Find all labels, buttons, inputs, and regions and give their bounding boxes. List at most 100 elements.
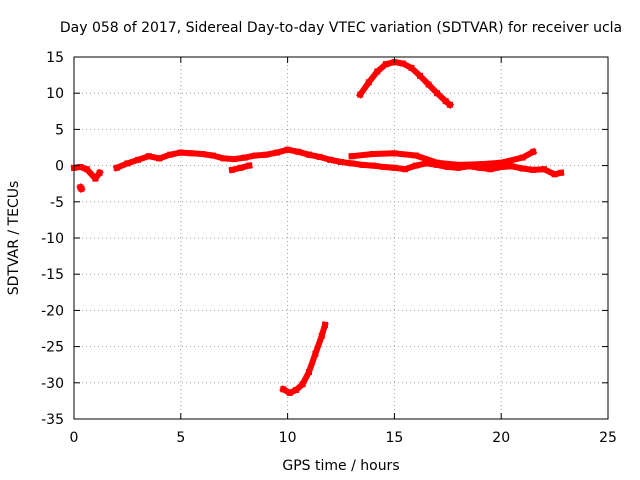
x-tick-label: 10 xyxy=(279,430,297,446)
y-tick-label: -10 xyxy=(41,231,64,247)
data-point xyxy=(476,164,483,171)
data-point xyxy=(263,151,270,158)
data-point xyxy=(519,154,526,161)
data-point xyxy=(476,161,483,168)
data-point xyxy=(322,321,328,328)
x-tick-label: 0 xyxy=(70,430,79,446)
data-point xyxy=(177,149,184,156)
chart-title: Day 058 of 2017, Sidereal Day-to-day VTE… xyxy=(60,20,622,36)
y-tick-label: -20 xyxy=(41,303,64,319)
data-point xyxy=(156,155,163,162)
data-point xyxy=(77,164,84,170)
data-point xyxy=(455,161,462,168)
data-point xyxy=(365,79,372,86)
y-tick-label: 10 xyxy=(46,86,64,102)
data-point xyxy=(327,156,334,163)
data-point xyxy=(286,389,293,396)
data-point xyxy=(551,171,558,178)
y-tick-label: -5 xyxy=(50,195,64,211)
data-point xyxy=(318,332,325,339)
data-point xyxy=(434,159,441,166)
data-point xyxy=(446,101,453,108)
data-point xyxy=(519,165,526,172)
x-tick-label: 15 xyxy=(385,430,403,446)
y-tick-label: 0 xyxy=(55,159,64,175)
data-point xyxy=(284,146,291,153)
data-point xyxy=(498,159,505,166)
data-point xyxy=(273,149,280,156)
data-point xyxy=(209,152,216,159)
data-point xyxy=(357,91,364,98)
data-point xyxy=(348,160,355,167)
data-point xyxy=(306,368,312,375)
data-point xyxy=(280,386,287,393)
y-axis-label: SDTVAR / TECUs xyxy=(6,181,22,296)
data-point xyxy=(295,148,302,155)
data-point xyxy=(96,169,103,176)
data-point xyxy=(299,381,306,388)
data-point xyxy=(412,162,419,169)
data-point xyxy=(391,164,398,171)
data-point xyxy=(83,166,90,173)
data-point xyxy=(487,166,494,173)
data-point xyxy=(444,164,451,170)
data-point xyxy=(220,155,227,162)
y-tick-label: -30 xyxy=(41,376,64,392)
data-point xyxy=(412,152,419,159)
x-tick-label: 20 xyxy=(492,430,510,446)
y-tick-label: -25 xyxy=(41,340,64,356)
data-point xyxy=(92,175,99,182)
y-tick-label: 15 xyxy=(46,50,64,66)
data-point xyxy=(374,68,381,75)
data-point xyxy=(558,169,564,176)
data-point xyxy=(391,150,398,157)
data-point xyxy=(113,164,120,171)
x-tick-label: 25 xyxy=(599,430,617,446)
data-point xyxy=(199,151,206,157)
data-point xyxy=(241,154,248,161)
data-point xyxy=(237,164,244,171)
data-point xyxy=(417,72,423,79)
data-point xyxy=(442,98,449,105)
data-point xyxy=(145,153,152,160)
data-point xyxy=(167,151,174,158)
data-point xyxy=(530,166,537,173)
data-point xyxy=(498,164,505,170)
y-tick-label: -35 xyxy=(41,412,64,428)
data-point xyxy=(530,148,537,155)
data-point xyxy=(306,151,312,158)
data-point xyxy=(423,160,430,167)
data-point xyxy=(382,61,389,68)
data-point xyxy=(338,159,344,165)
x-tick-label: 5 xyxy=(176,430,185,446)
data-point xyxy=(370,162,376,169)
grid-lines xyxy=(74,57,608,419)
data-point xyxy=(78,185,85,192)
y-tick-label: -15 xyxy=(41,267,64,283)
data-point xyxy=(229,166,236,173)
data-point xyxy=(231,156,238,163)
data-point xyxy=(348,153,355,160)
data-point xyxy=(252,152,259,159)
y-tick-label: 5 xyxy=(55,122,64,138)
x-axis-label: GPS time / hours xyxy=(282,458,399,474)
axis-ticks: 0 5 10 15 20 25 -35 -30 -25 -20 -15 -10 -5 0 5 10 15 xyxy=(41,50,617,446)
data-point xyxy=(370,151,376,157)
data-point xyxy=(434,90,441,97)
data-point xyxy=(408,64,415,71)
series-seg-f xyxy=(348,147,538,168)
data-point xyxy=(135,156,142,163)
data-point xyxy=(508,163,515,170)
data-point xyxy=(188,150,195,157)
data-point xyxy=(246,162,253,169)
data-point xyxy=(293,387,300,393)
data-point xyxy=(402,166,409,173)
data-point xyxy=(540,166,547,173)
data-point xyxy=(380,164,387,170)
data-point xyxy=(312,350,319,357)
data-series xyxy=(70,59,565,396)
data-point xyxy=(359,161,366,168)
data-point xyxy=(316,153,323,160)
data-point xyxy=(399,60,406,67)
